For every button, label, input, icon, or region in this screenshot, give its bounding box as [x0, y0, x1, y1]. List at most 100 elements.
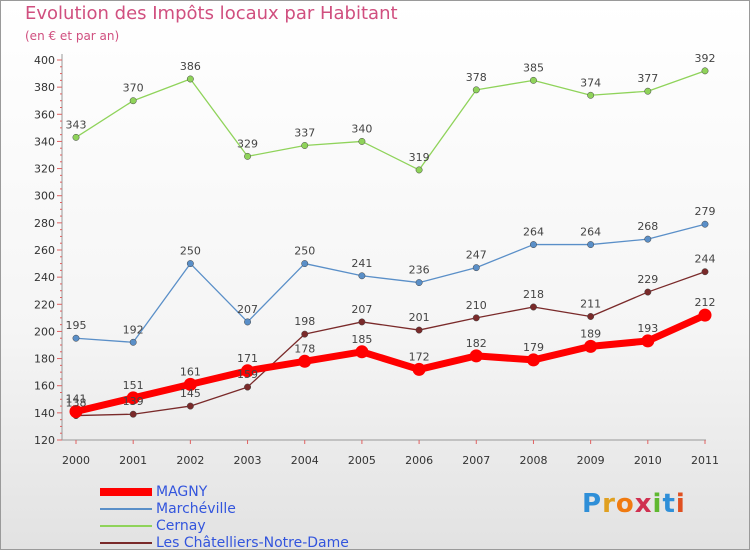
y-tick-label: 140	[34, 407, 55, 420]
data-point-magny	[126, 391, 140, 405]
data-point-les-chatelliers-notre-dame	[587, 313, 595, 320]
data-label-les-chatelliers-notre-dame: 159	[237, 368, 258, 381]
data-label-les-chatelliers-notre-dame: 201	[409, 311, 430, 324]
x-tick-label: 2000	[62, 454, 90, 467]
data-label-magny: 212	[695, 296, 716, 309]
data-label-les-chatelliers-notre-dame: 139	[123, 395, 144, 408]
data-point-marcheville	[186, 260, 194, 268]
x-tick-label: 2008	[519, 454, 547, 467]
data-point-les-chatelliers-notre-dame	[244, 383, 251, 391]
data-point-cernay	[644, 87, 652, 95]
data-label-cernay: 378	[466, 71, 487, 84]
y-tick-label: 220	[34, 298, 55, 311]
data-label-les-chatelliers-notre-dame: 145	[180, 387, 201, 400]
data-label-magny: 193	[637, 322, 658, 335]
x-tick-label: 2005	[348, 454, 376, 467]
data-label-cernay: 392	[695, 52, 716, 65]
data-label-marcheville: 241	[351, 257, 372, 270]
data-point-les-chatelliers-notre-dame	[530, 303, 537, 311]
legend-swatch	[100, 525, 152, 527]
data-point-les-chatelliers-notre-dame	[301, 330, 309, 338]
data-label-les-chatelliers-notre-dame: 198	[294, 315, 315, 328]
chart-subtitle: (en € et par an)	[25, 29, 120, 43]
data-point-magny	[412, 362, 426, 376]
y-tick-label: 300	[34, 190, 55, 203]
data-point-magny	[241, 364, 255, 378]
legend-swatch	[100, 488, 152, 496]
data-point-cernay	[72, 133, 80, 141]
data-label-magny: 172	[409, 350, 430, 363]
data-point-cernay	[186, 75, 194, 83]
y-tick-label: 320	[34, 163, 55, 176]
data-point-cernay	[701, 67, 709, 75]
x-tick-label: 2006	[405, 454, 433, 467]
data-point-marcheville	[244, 318, 251, 326]
data-point-marcheville	[358, 272, 366, 280]
series-line-les-chatelliers-notre-dame	[75, 271, 706, 417]
y-tick-label: 200	[34, 325, 55, 338]
data-point-magny	[698, 308, 712, 322]
legend-swatch	[100, 508, 152, 510]
data-point-les-chatelliers-notre-dame	[644, 288, 652, 296]
data-point-les-chatelliers-notre-dame	[472, 314, 480, 322]
data-label-marcheville: 250	[180, 245, 201, 258]
data-point-les-chatelliers-notre-dame	[415, 326, 423, 334]
data-label-cernay: 329	[237, 137, 258, 150]
series-line-cernay	[75, 70, 706, 171]
data-label-marcheville: 192	[123, 323, 144, 336]
data-label-magny: 178	[294, 342, 315, 355]
data-point-les-chatelliers-notre-dame	[129, 410, 137, 418]
data-point-les-chatelliers-notre-dame	[701, 268, 709, 276]
data-label-les-chatelliers-notre-dame: 244	[695, 253, 716, 266]
data-point-magny	[183, 377, 197, 391]
proxiti-logo: Proxiti	[582, 489, 686, 519]
legend-label: Cernay	[156, 518, 206, 534]
y-tick-label: 400	[34, 54, 55, 67]
data-point-cernay	[530, 76, 537, 84]
x-tick-label: 2004	[291, 454, 319, 467]
data-label-magny: 141	[66, 393, 87, 406]
data-point-cernay	[244, 152, 251, 160]
series-line-marcheville	[75, 223, 706, 343]
y-tick-label: 240	[34, 271, 55, 284]
data-label-cernay: 377	[637, 72, 658, 85]
data-point-magny	[469, 349, 483, 363]
data-point-cernay	[472, 86, 480, 94]
y-tick-label: 120	[34, 434, 55, 447]
data-label-marcheville: 247	[466, 249, 487, 262]
data-point-marcheville	[72, 334, 80, 342]
x-tick-label: 2003	[234, 454, 262, 467]
data-point-cernay	[587, 91, 595, 99]
data-label-marcheville: 236	[409, 264, 430, 277]
y-tick-label: 260	[34, 244, 55, 257]
data-label-les-chatelliers-notre-dame: 211	[580, 298, 601, 311]
series-line-magny	[72, 311, 709, 415]
data-label-magny: 179	[523, 341, 544, 354]
data-label-marcheville: 207	[237, 303, 258, 316]
legend-label: Les Châtelliers-Notre-Dame	[156, 535, 349, 551]
data-point-marcheville	[644, 235, 652, 243]
data-label-cernay: 385	[523, 61, 544, 74]
data-point-marcheville	[415, 279, 423, 287]
data-point-cernay	[358, 137, 366, 145]
x-tick-label: 2009	[577, 454, 605, 467]
data-label-les-chatelliers-notre-dame: 207	[351, 303, 372, 316]
data-label-magny: 185	[351, 333, 372, 346]
data-label-les-chatelliers-notre-dame: 138	[66, 397, 87, 410]
y-tick-label: 340	[34, 135, 55, 148]
x-tick-label: 2010	[634, 454, 662, 467]
data-label-cernay: 340	[351, 122, 372, 135]
data-point-magny	[584, 339, 598, 353]
data-label-cernay: 374	[580, 76, 601, 89]
data-label-marcheville: 268	[637, 220, 658, 233]
data-label-magny: 189	[580, 327, 601, 340]
data-label-cernay: 370	[123, 82, 144, 95]
data-point-marcheville	[472, 264, 480, 272]
data-point-cernay	[129, 97, 137, 105]
data-label-marcheville: 195	[66, 319, 87, 332]
legend-label: MAGNY	[156, 484, 208, 500]
data-point-marcheville	[587, 241, 595, 249]
data-point-marcheville	[129, 338, 137, 346]
